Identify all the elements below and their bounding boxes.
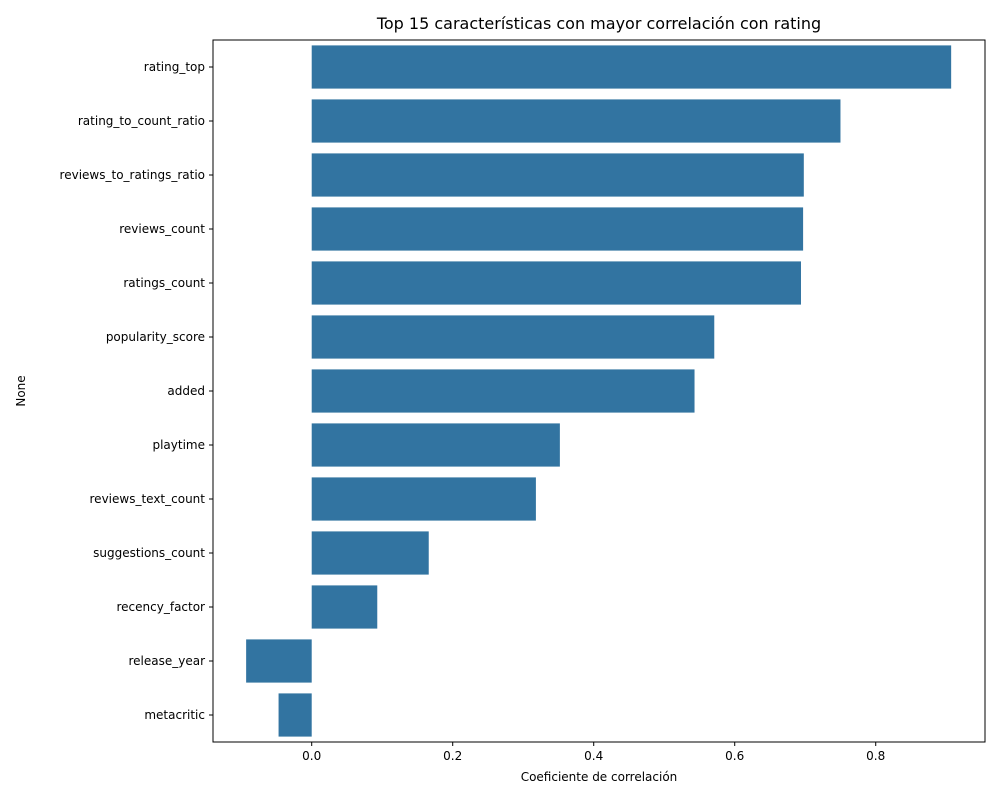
y-tick-label: reviews_text_count xyxy=(90,492,206,506)
plot-frame xyxy=(212,39,986,743)
bar-reviews-count xyxy=(311,207,804,251)
bar-playtime xyxy=(311,423,560,467)
chart-title: Top 15 características con mayor correla… xyxy=(376,14,821,33)
y-tick-label: reviews_count xyxy=(119,222,205,236)
x-tick-label: 0.2 xyxy=(443,749,462,763)
y-axis-label: None xyxy=(14,375,28,406)
bar-rating-top xyxy=(311,45,952,89)
bar-rating-to-count-ratio xyxy=(311,99,841,143)
y-tick-label: ratings_count xyxy=(123,276,205,290)
y-tick-label: metacritic xyxy=(144,708,205,722)
y-tick-label: popularity_score xyxy=(106,330,205,344)
bar-recency-factor xyxy=(311,585,378,629)
bar-metacritic xyxy=(278,693,312,737)
y-tick-label: playtime xyxy=(152,438,205,452)
y-ticks-group: rating_top rating_to_count_ratio reviews_t… xyxy=(60,60,213,722)
x-tick-label: 0.8 xyxy=(866,749,885,763)
bar-reviews-text-count xyxy=(311,477,536,521)
x-tick-label: 0.6 xyxy=(725,749,744,763)
y-tick-label: added xyxy=(167,384,205,398)
bar-added xyxy=(311,369,695,413)
y-tick-label: suggestions_count xyxy=(93,546,205,560)
bar-release-year xyxy=(246,639,312,683)
y-tick-label: rating_top xyxy=(144,60,205,74)
x-tick-label: 0.0 xyxy=(302,749,321,763)
bar-popularity-score xyxy=(311,315,715,359)
bar-suggestions-count xyxy=(311,531,429,575)
bar-reviews-to-ratings-ratio xyxy=(311,153,804,197)
x-ticks-group: 0.0 0.2 0.4 0.6 0.8 xyxy=(302,742,885,763)
y-tick-label: release_year xyxy=(128,654,205,668)
y-tick-label: reviews_to_ratings_ratio xyxy=(60,168,205,182)
x-tick-label: 0.4 xyxy=(584,749,603,763)
x-axis-label: Coeficiente de correlación xyxy=(521,770,678,784)
y-tick-label: recency_factor xyxy=(117,600,206,614)
bars-group xyxy=(246,45,952,737)
bar-ratings-count xyxy=(311,261,801,305)
y-tick-label: rating_to_count_ratio xyxy=(78,114,205,128)
